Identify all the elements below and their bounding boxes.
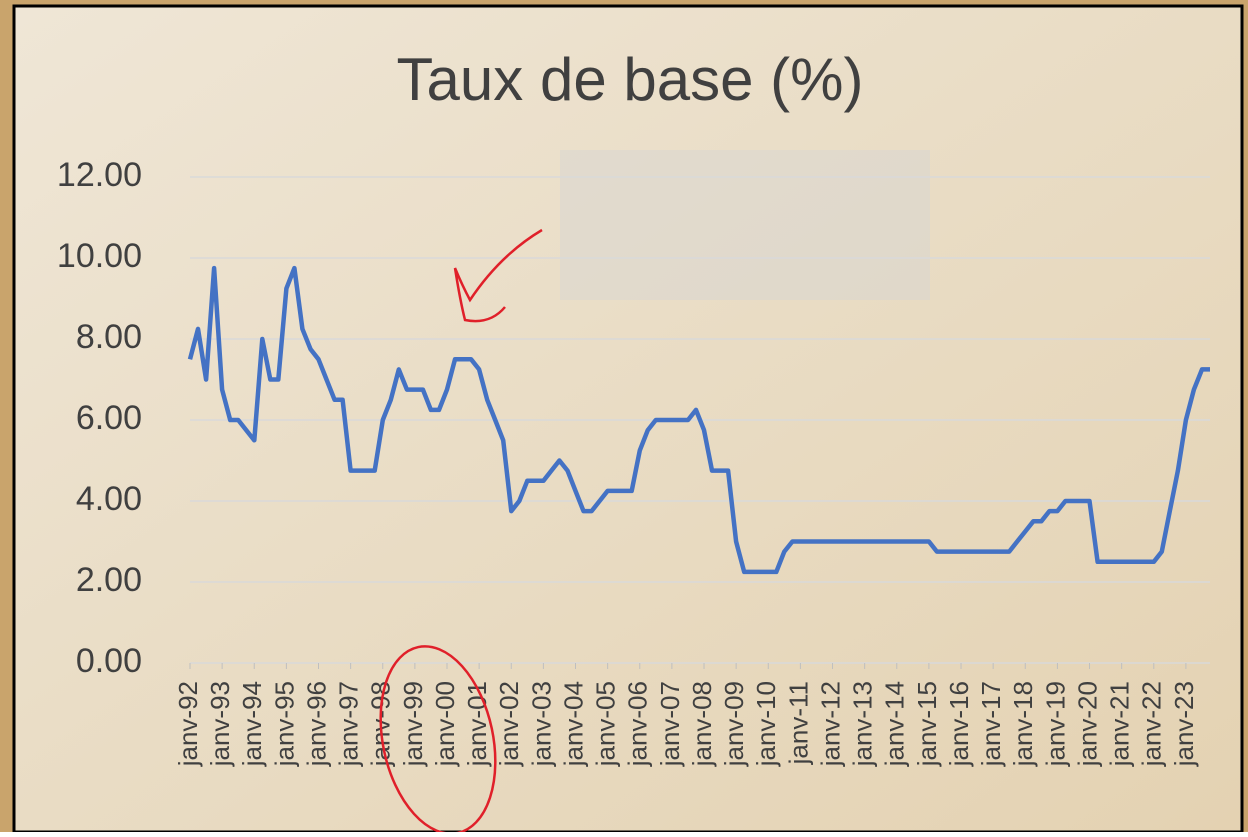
x-tick-label: janv-97 <box>334 681 364 767</box>
x-tick-label: janv-22 <box>1137 681 1167 767</box>
x-tick-label: janv-01 <box>462 681 492 767</box>
x-tick-label: janv-06 <box>623 681 653 767</box>
x-tick-label: janv-96 <box>301 681 331 767</box>
x-tick-label: janv-16 <box>944 681 974 767</box>
y-tick-label: 2.00 <box>76 561 142 599</box>
chart-title: Taux de base (%) <box>397 46 864 113</box>
x-tick-label: janv-12 <box>815 681 845 767</box>
x-tick-label: janv-17 <box>976 681 1006 767</box>
x-tick-label: janv-94 <box>237 681 267 767</box>
x-tick-label: janv-20 <box>1072 681 1102 767</box>
x-tick-label: janv-92 <box>173 681 203 767</box>
x-tick-label: janv-05 <box>591 681 621 767</box>
y-tick-label: 4.00 <box>76 480 142 518</box>
x-tick-label: janv-07 <box>655 681 685 767</box>
x-tick-label: janv-13 <box>848 681 878 767</box>
x-tick-label: janv-93 <box>205 681 235 767</box>
x-tick-label: janv-19 <box>1040 681 1070 767</box>
x-tick-label: janv-08 <box>687 681 717 767</box>
x-tick-label: janv-23 <box>1169 681 1199 767</box>
x-tick-label: janv-21 <box>1105 681 1135 767</box>
x-tick-label: janv-99 <box>398 681 428 767</box>
x-tick-label: janv-14 <box>880 681 910 767</box>
x-tick-label: janv-00 <box>430 681 460 767</box>
y-tick-label: 0.00 <box>76 642 142 680</box>
y-tick-label: 8.00 <box>76 318 142 356</box>
background-shape <box>560 150 930 300</box>
x-tick-label: janv-03 <box>526 681 556 767</box>
y-tick-label: 12.00 <box>57 156 142 194</box>
x-tick-label: janv-09 <box>719 681 749 767</box>
x-tick-label: janv-02 <box>494 681 524 767</box>
chart-area <box>12 4 1244 834</box>
x-tick-label: janv-15 <box>912 681 942 767</box>
y-tick-label: 10.00 <box>57 237 142 275</box>
annotation-arrow <box>453 228 543 323</box>
x-tick-label: janv-10 <box>751 681 781 767</box>
y-tick-label: 6.00 <box>76 399 142 437</box>
x-tick-label: janv-11 <box>783 681 813 765</box>
data-line <box>187 265 1210 575</box>
x-tick-label: janv-18 <box>1008 681 1038 767</box>
x-tick-label: janv-95 <box>269 681 299 767</box>
x-tick-label: janv-04 <box>558 681 588 767</box>
